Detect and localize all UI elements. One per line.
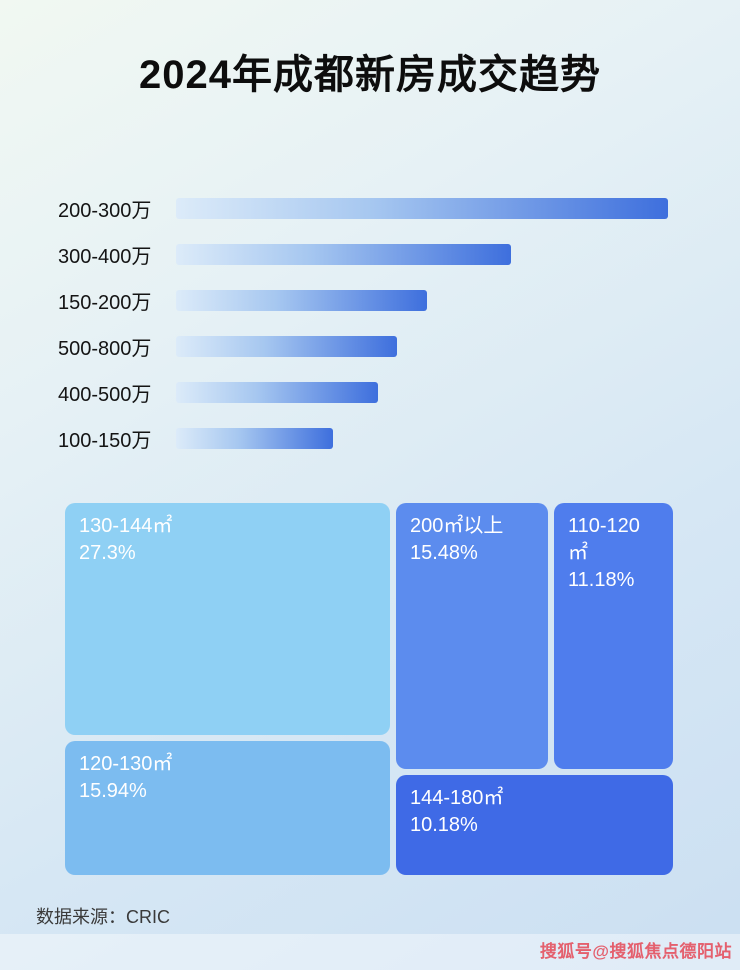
treemap-block-label: 130-144㎡ <box>79 515 173 537</box>
bar-category-label: 100-150万 <box>58 429 152 452</box>
treemap-block: 144-180㎡ 10.18% <box>396 775 673 875</box>
treemap-block-percent: 15.94% <box>79 780 147 802</box>
area-treemap: 130-144㎡ 27.3% 120-130㎡ 15.94% 200㎡以上 15.48% 1… <box>65 503 673 875</box>
treemap-block: 110-120㎡ 11.18% <box>554 503 673 769</box>
watermark: 搜狐号@搜狐焦点德阳站 <box>539 942 732 961</box>
bar <box>176 381 378 403</box>
bar-track <box>176 197 668 219</box>
bar-category-label: 400-500万 <box>58 383 152 406</box>
bar-row: 150-200万 <box>58 277 740 323</box>
treemap-block-label: 110-120㎡ <box>568 515 640 564</box>
bar-category-label: 500-800万 <box>58 337 152 360</box>
bar-category-label: 200-300万 <box>58 199 152 222</box>
treemap-block-percent: 10.18% <box>410 814 478 836</box>
treemap-block-label: 144-180㎡ <box>410 787 504 809</box>
price-bar-chart: 200-300万 300-400万 150-200万 500-800万 400-500万… <box>58 185 740 461</box>
bar-track <box>176 427 668 449</box>
treemap-block-percent: 27.3% <box>79 542 136 564</box>
bar <box>176 289 427 311</box>
bottom-strip <box>0 934 740 970</box>
treemap-block: 130-144㎡ 27.3% <box>65 503 390 735</box>
treemap-block: 200㎡以上 15.48% <box>396 503 548 769</box>
bar-track <box>176 243 668 265</box>
bar-row: 200-300万 <box>58 185 740 231</box>
bar <box>176 335 398 357</box>
bar-track <box>176 335 668 357</box>
treemap-block: 120-130㎡ 15.94% <box>65 741 390 875</box>
bar-row: 300-400万 <box>58 231 740 277</box>
bar <box>176 243 511 265</box>
bar-track <box>176 289 668 311</box>
data-source: 数据来源：CRIC <box>36 907 170 927</box>
bar <box>176 197 668 219</box>
bar-row: 400-500万 <box>58 369 740 415</box>
bar-category-label: 150-200万 <box>58 291 152 314</box>
bar-track <box>176 381 668 403</box>
bar-row: 100-150万 <box>58 415 740 461</box>
treemap-block-percent: 15.48% <box>410 542 478 564</box>
treemap-block-label: 120-130㎡ <box>79 753 173 775</box>
bar-category-label: 300-400万 <box>58 245 152 268</box>
treemap-block-label: 200㎡以上 <box>410 515 504 537</box>
treemap-block-percent: 11.18% <box>568 569 635 591</box>
bar-row: 500-800万 <box>58 323 740 369</box>
page-title: 2024年成都新房成交趋势 <box>139 53 601 97</box>
bar <box>176 427 334 449</box>
